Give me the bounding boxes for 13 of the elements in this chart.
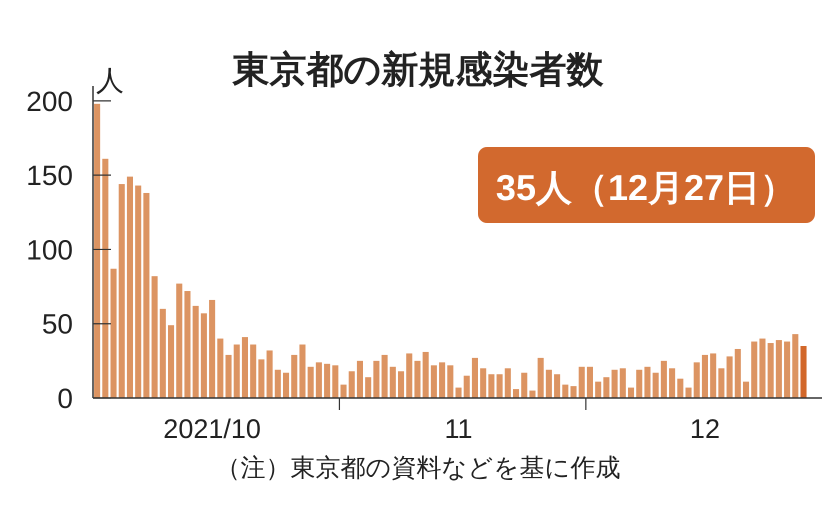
x-tick-label: 2021/10: [163, 414, 261, 444]
y-tick-label: 50: [42, 308, 73, 340]
annotation: 35人（12月27日）: [496, 167, 796, 208]
text: （注）東京都の資料などを基に作成: [216, 454, 620, 482]
y-tick-label: 150: [26, 160, 73, 192]
y-tick-label: 0: [57, 383, 73, 414]
x-tick-label: 11: [444, 414, 473, 444]
x-tick-label: 12: [690, 414, 720, 444]
y-tick-label: 200: [26, 86, 73, 117]
y-tick-label: 100: [26, 234, 73, 266]
y-axis-title: 人: [96, 65, 124, 96]
badge: 35人（12月27日）: [478, 147, 815, 223]
chart-title: 東京都の新規感染者数: [232, 49, 604, 90]
